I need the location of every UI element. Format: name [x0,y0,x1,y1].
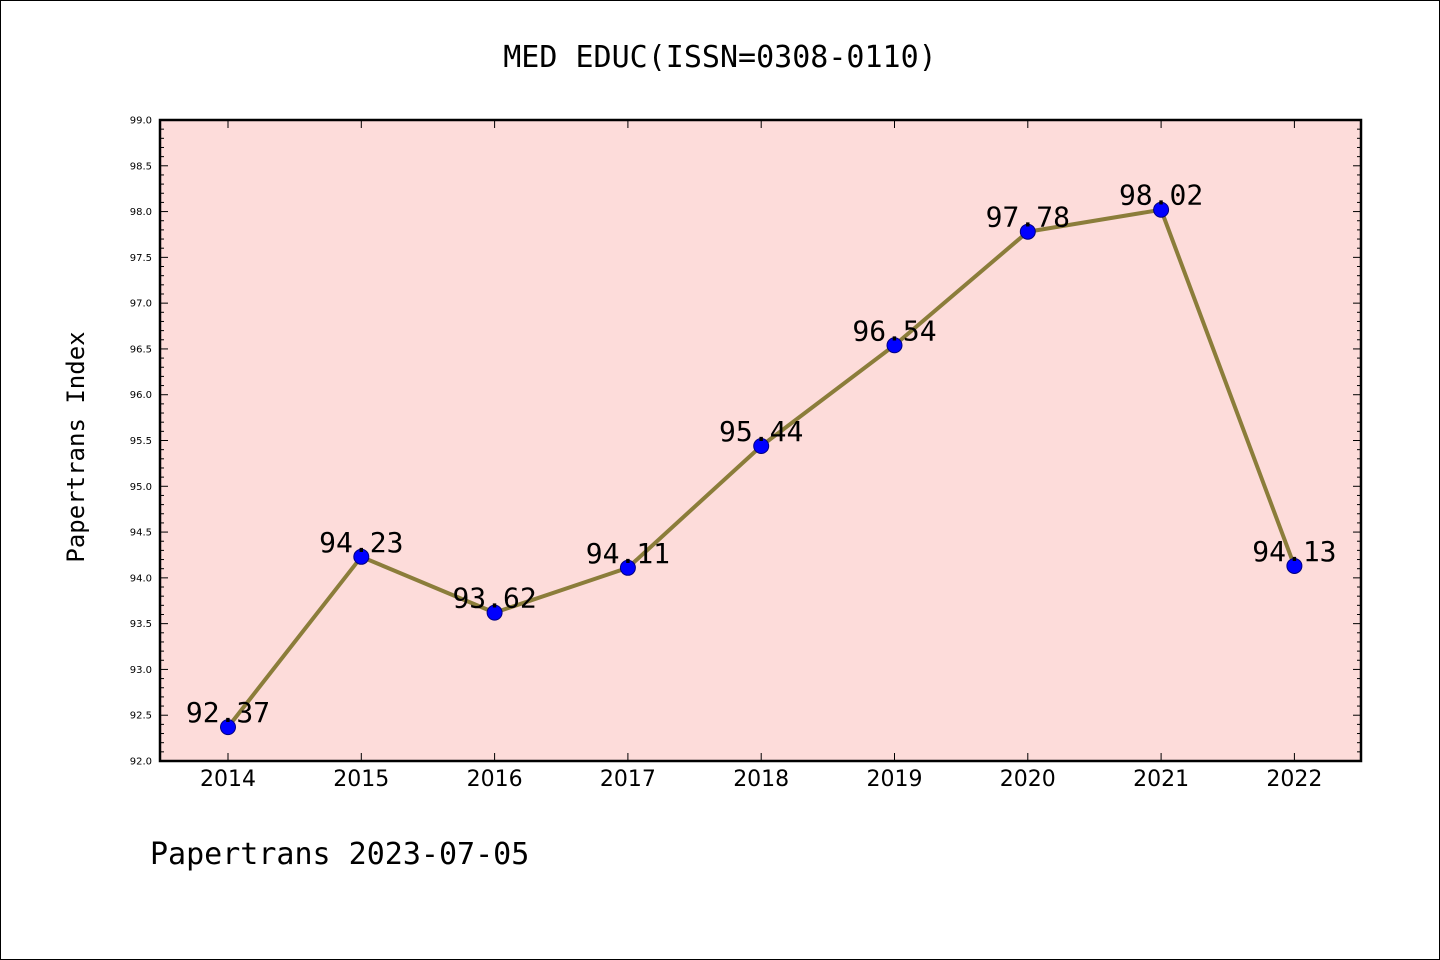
x-tick-label: 2022 [1266,767,1322,792]
y-tick-label: 97.0 [130,299,152,310]
data-label: 94.23 [319,526,403,559]
data-label: 94.11 [586,537,670,570]
y-axis-label: Papertrans Index [62,331,90,562]
data-point-marker [1019,223,1036,240]
x-tick-label: 2020 [1000,767,1056,792]
x-tick-label: 2017 [600,767,656,792]
data-point-marker [753,437,770,454]
y-tick-label: 98.0 [130,207,152,218]
y-tick-label: 96.5 [130,344,152,355]
y-tick-label: 93.0 [130,665,152,676]
y-tick-label: 96.0 [130,390,152,401]
x-axis: 2014 2015 2016 2017 2018 2019 2020 2021 2022 [200,120,1322,792]
data-point-marker [619,559,636,576]
data-label: 94.13 [1252,535,1336,568]
series-markers [220,201,1303,736]
data-point-marker [220,719,236,736]
y-tick-label: 95.5 [130,436,152,447]
data-label: 97.78 [986,201,1070,234]
y-tick-label: 92.0 [130,757,152,768]
x-tick-label: 2014 [200,767,256,792]
data-labels: 92.37 94.23 93.62 94.11 95.44 96.54 97.78 98.02… [186,179,1337,729]
y-tick-label: 94.0 [130,573,152,584]
y-tick-label: 93.5 [130,619,152,630]
data-label: 96.54 [852,314,936,347]
data-point-marker [1153,201,1170,218]
data-label: 95.44 [719,415,803,448]
data-point-marker [1286,557,1303,574]
data-label: 92.37 [186,696,270,729]
data-label: 98.02 [1119,179,1203,212]
plot-border [158,118,1363,763]
data-label: 93.62 [452,582,536,615]
footer-date: Papertrans 2023-07-05 [150,837,529,872]
y-tick-label: 94.5 [130,528,152,539]
x-tick-label: 2018 [733,767,789,792]
chart-title: MED EDUC(ISSN=0308-0110) [503,40,936,75]
y-tick-label: 99.0 [130,116,152,127]
y-tick-label: 92.5 [130,711,152,722]
x-tick-label: 2021 [1133,767,1189,792]
x-tick-label: 2019 [867,767,923,792]
y-tick-label: 95.0 [130,482,152,493]
data-point-marker [886,337,903,354]
data-point-marker [486,604,503,621]
data-point-marker [353,548,370,565]
y-tick-label: 98.5 [130,161,152,172]
x-tick-label: 2016 [467,767,523,792]
x-tick-label: 2015 [333,767,389,792]
y-tick-label: 97.5 [130,253,152,264]
